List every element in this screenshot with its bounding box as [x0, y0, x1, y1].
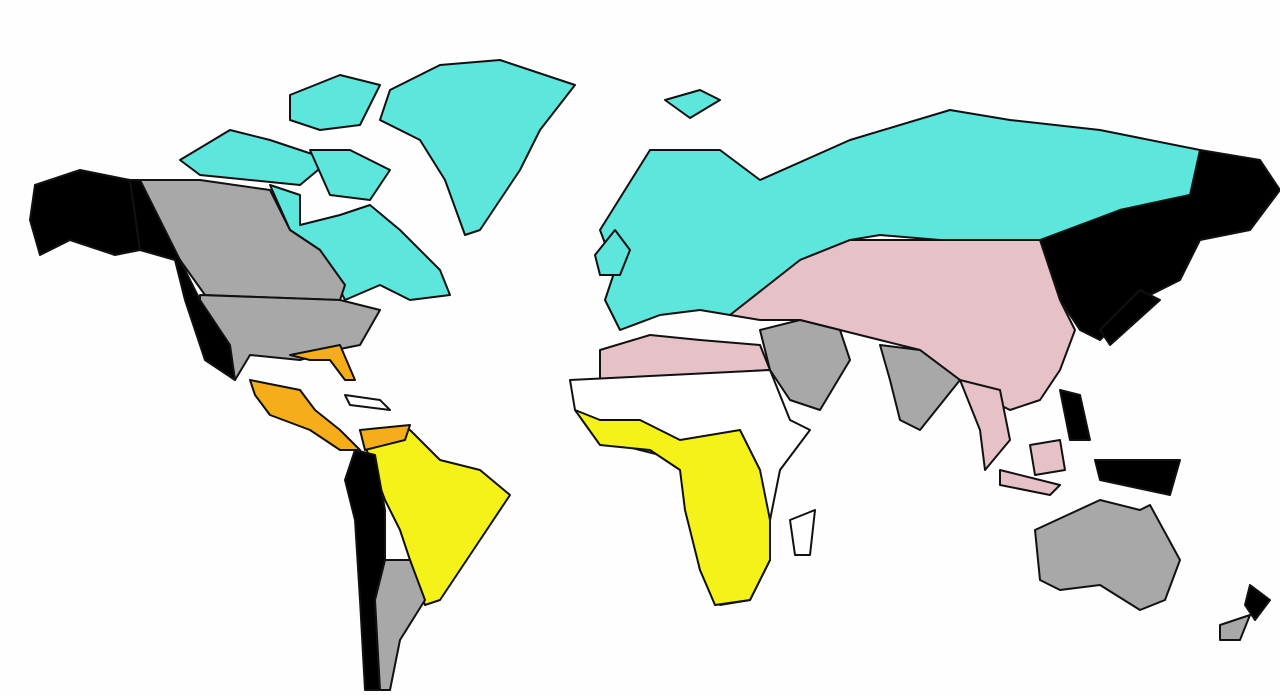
- iceland: [664, 89, 721, 119]
- australia: [1034, 499, 1181, 611]
- alaska: [29, 169, 141, 256]
- canada: [134, 179, 346, 301]
- new-zealand-south: [1219, 614, 1251, 641]
- caribbean: [344, 394, 391, 411]
- arabia: [759, 319, 851, 411]
- japan: [1099, 289, 1161, 346]
- mexico: [249, 379, 361, 451]
- new-zealand-north: [1244, 584, 1271, 621]
- southeast-asia: [959, 379, 1011, 471]
- south-america: [359, 429, 511, 606]
- greenland: [379, 59, 576, 236]
- india: [879, 344, 961, 431]
- north-south-america: [359, 424, 411, 451]
- west-coast: [129, 179, 236, 381]
- arctic-islands: [309, 149, 391, 201]
- sub-saharan-africa: [574, 409, 771, 606]
- borneo: [1029, 439, 1066, 476]
- philippines: [1059, 389, 1091, 441]
- southeast-us: [289, 344, 356, 381]
- indonesia: [999, 469, 1061, 496]
- british-isles: [594, 229, 631, 276]
- madagascar: [789, 509, 816, 556]
- argentina: [374, 559, 426, 691]
- arctic-islands: [289, 74, 381, 131]
- new-guinea: [1094, 459, 1181, 496]
